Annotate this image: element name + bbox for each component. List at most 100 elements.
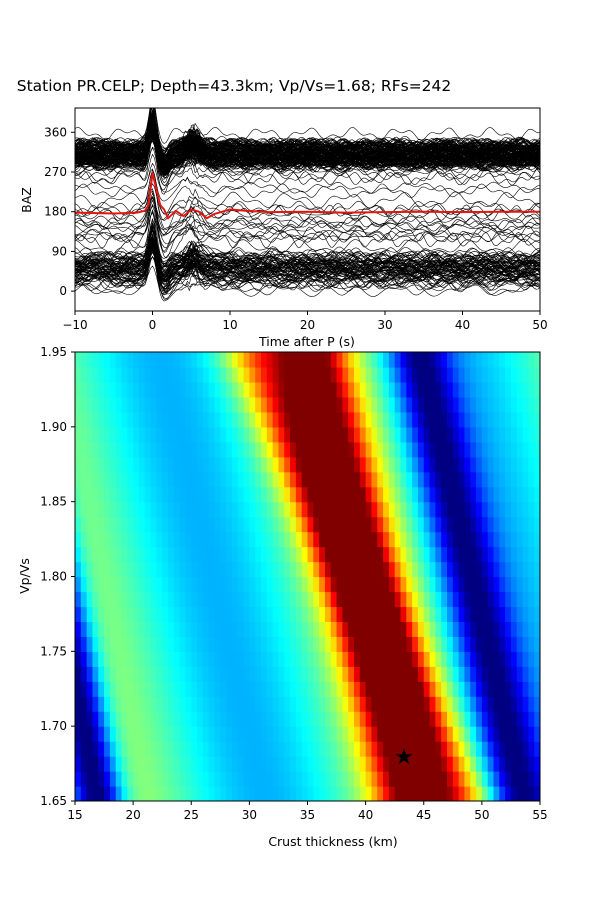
heatmap-cell bbox=[371, 516, 378, 533]
heatmap-cell bbox=[429, 366, 436, 383]
heatmap-cell bbox=[435, 741, 442, 757]
heatmap-cell bbox=[441, 696, 448, 712]
heatmap-cell bbox=[121, 366, 128, 383]
heatmap-cell bbox=[441, 531, 448, 548]
heatmap-cell bbox=[348, 546, 355, 563]
heatmap-cell bbox=[307, 352, 314, 368]
heatmap-cell bbox=[487, 711, 495, 727]
heatmap-cell bbox=[330, 591, 338, 608]
heatmap-cell bbox=[429, 381, 436, 398]
heatmap-cell bbox=[220, 771, 227, 787]
rf-trace bbox=[75, 235, 540, 272]
rf-trace bbox=[75, 192, 540, 253]
heatmap-cell bbox=[493, 771, 500, 787]
heatmap-cell bbox=[348, 621, 355, 637]
heatmap-cell bbox=[499, 546, 506, 563]
heatmap-cell bbox=[452, 696, 460, 712]
heatmap-cell bbox=[388, 456, 396, 473]
heatmap-cell bbox=[487, 456, 495, 473]
heatmap-cell bbox=[173, 741, 181, 757]
rf-trace bbox=[75, 108, 540, 161]
heatmap-cell bbox=[423, 621, 431, 637]
heatmap-cell bbox=[534, 696, 540, 712]
heatmap-cell bbox=[470, 726, 477, 742]
heatmap-cell bbox=[406, 366, 413, 383]
heatmap-cell bbox=[464, 771, 471, 787]
heatmap-cell bbox=[324, 576, 332, 593]
heatmap-cell bbox=[278, 621, 285, 637]
heatmap-cell bbox=[249, 396, 256, 413]
heatmap-cell bbox=[458, 621, 466, 637]
heatmap-cell bbox=[313, 756, 320, 772]
heatmap-cell bbox=[330, 381, 338, 398]
heatmap-cell bbox=[499, 636, 506, 652]
heatmap-cell bbox=[435, 471, 442, 488]
heatmap-cell bbox=[168, 621, 175, 637]
heatmap-cell bbox=[185, 501, 192, 518]
x-tick-label: 50 bbox=[474, 808, 489, 822]
heatmap-cell bbox=[261, 666, 268, 682]
heatmap-cell bbox=[121, 546, 128, 563]
heatmap-cell bbox=[452, 621, 460, 637]
heatmap-cell bbox=[470, 366, 477, 383]
heatmap-cell bbox=[330, 471, 338, 488]
heatmap-cell bbox=[383, 771, 390, 787]
heatmap-cell bbox=[383, 501, 390, 518]
heatmap-cell bbox=[348, 516, 355, 533]
heatmap-cell bbox=[534, 771, 540, 787]
rf-trace bbox=[75, 108, 540, 155]
heatmap-cell bbox=[336, 411, 343, 428]
heatmap-cell bbox=[435, 381, 442, 398]
heatmap-cell bbox=[394, 471, 402, 488]
heatmap-cell bbox=[388, 411, 396, 428]
heatmap-cell bbox=[458, 696, 466, 712]
heatmap-cell bbox=[86, 546, 94, 563]
heatmap-cell bbox=[138, 741, 146, 757]
heatmap-cell bbox=[429, 771, 436, 787]
heatmap-cell bbox=[98, 576, 105, 593]
rf-trace bbox=[75, 199, 540, 259]
heatmap-cell bbox=[290, 576, 297, 593]
heatmap-cell bbox=[528, 666, 535, 682]
heatmap-cell bbox=[162, 456, 169, 473]
heatmap-cell bbox=[208, 531, 216, 548]
heatmap-cell bbox=[191, 561, 198, 578]
heatmap-cell bbox=[202, 696, 210, 712]
heatmap-cell bbox=[115, 771, 123, 787]
heatmap-cell bbox=[505, 411, 512, 428]
heatmap-cell bbox=[138, 786, 146, 801]
heatmap-cell bbox=[313, 516, 320, 533]
heatmap-cell bbox=[528, 621, 535, 637]
heatmap-cell bbox=[226, 591, 233, 608]
heatmap-cell bbox=[441, 786, 448, 801]
heatmap-cell bbox=[412, 456, 419, 473]
heatmap-cell bbox=[534, 456, 540, 473]
heatmap-cell bbox=[348, 651, 355, 667]
heatmap-cell bbox=[354, 621, 361, 637]
heatmap-cell bbox=[162, 471, 169, 488]
heatmap-cell bbox=[417, 756, 425, 772]
heatmap-cell bbox=[452, 352, 460, 368]
heatmap-cell bbox=[510, 486, 518, 503]
heatmap-cell bbox=[226, 516, 233, 533]
heatmap-cell bbox=[272, 591, 280, 608]
heatmap-cell bbox=[371, 666, 378, 682]
heatmap-cell bbox=[156, 366, 163, 383]
heatmap-cell bbox=[487, 516, 495, 533]
heatmap-cell bbox=[319, 621, 326, 637]
heatmap-cell bbox=[359, 621, 367, 637]
heatmap-cell bbox=[348, 396, 355, 413]
heatmap-cell bbox=[295, 411, 303, 428]
heatmap-cell bbox=[487, 441, 495, 458]
heatmap-cell bbox=[342, 621, 349, 637]
heatmap-cell bbox=[400, 576, 407, 593]
heatmap-cell bbox=[499, 352, 506, 368]
heatmap-cell bbox=[156, 471, 163, 488]
heatmap-cell bbox=[150, 441, 157, 458]
heatmap-cell bbox=[435, 531, 442, 548]
heatmap-cell bbox=[307, 531, 314, 548]
heatmap-cell bbox=[423, 651, 431, 667]
heatmap-cell bbox=[336, 516, 343, 533]
heatmap-cell bbox=[191, 591, 198, 608]
heatmap-cell bbox=[80, 621, 88, 637]
